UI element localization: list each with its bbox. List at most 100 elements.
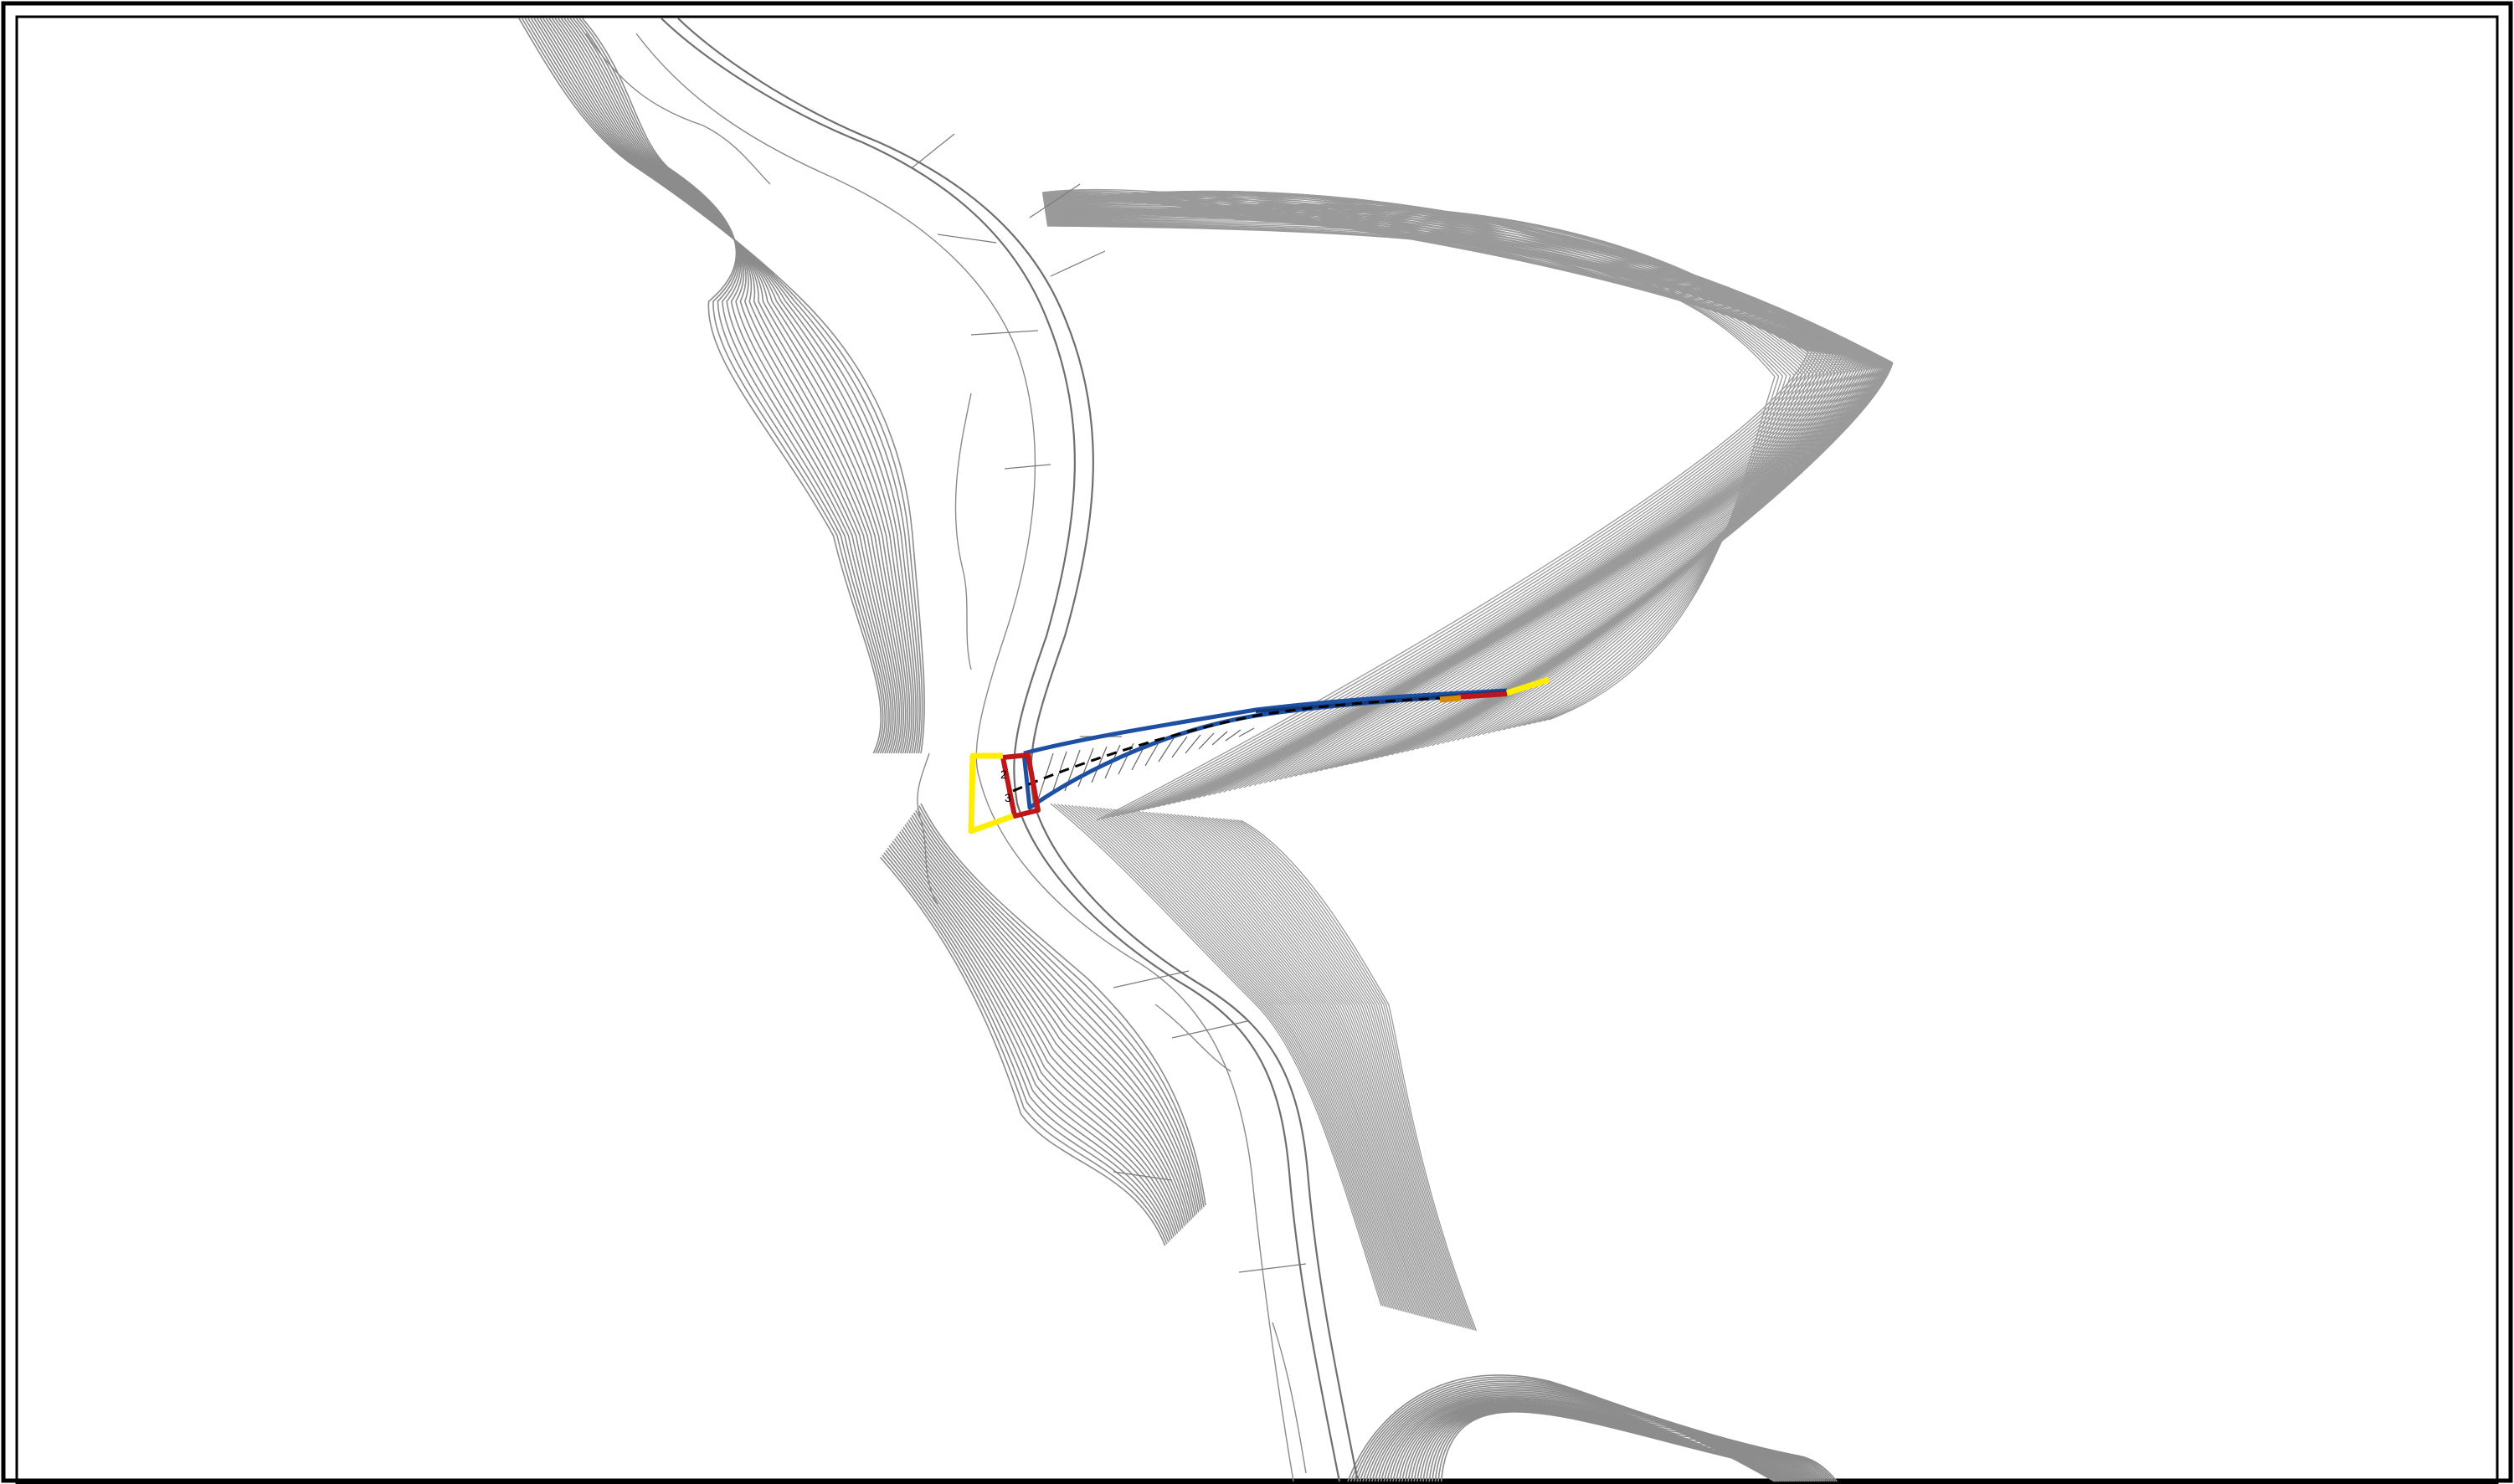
contour-line xyxy=(1064,804,1390,1308)
contour-line xyxy=(1194,815,1454,1326)
contour-line xyxy=(548,18,905,754)
contour-line xyxy=(1061,804,1387,1307)
contour-line xyxy=(560,18,897,754)
contour-line xyxy=(907,819,1195,1218)
contour-line xyxy=(882,855,1168,1245)
contour-line xyxy=(899,831,1185,1227)
contour-line xyxy=(1176,814,1446,1323)
contour-line xyxy=(1085,806,1400,1311)
contour-line xyxy=(1046,223,1792,725)
contour-line xyxy=(1110,808,1412,1314)
contour-line xyxy=(1240,819,1478,1332)
map-label-3: 3 xyxy=(1005,791,1011,804)
contour-line xyxy=(1050,803,1382,1307)
hatch-line xyxy=(1051,751,1067,796)
contour-line xyxy=(1368,1388,1790,1482)
contour-line xyxy=(1152,812,1433,1320)
contour-line xyxy=(1226,818,1470,1330)
contour-line xyxy=(883,852,1170,1243)
yellow-boundary-west xyxy=(968,752,1015,834)
contour-line xyxy=(1201,816,1458,1327)
contour-line xyxy=(539,18,911,754)
contour-line xyxy=(920,803,1206,1206)
contour-line xyxy=(575,18,886,754)
red-boundary-box xyxy=(1000,752,1041,819)
contour-line xyxy=(1071,804,1393,1309)
southeast-hill-contours xyxy=(1347,1374,1838,1482)
contour-line xyxy=(545,18,907,754)
contour-line xyxy=(1046,224,1780,721)
contour-line xyxy=(1219,818,1467,1328)
contour-line xyxy=(1088,806,1401,1312)
contour-line xyxy=(1103,808,1409,1313)
contour-line xyxy=(1046,205,1839,740)
contour-line xyxy=(1155,812,1435,1320)
floodplain-detail xyxy=(585,33,1307,1474)
contour-line xyxy=(1082,805,1398,1311)
contour-line xyxy=(1046,224,1784,723)
hatch-line xyxy=(1144,739,1161,767)
contour-line xyxy=(897,833,1184,1229)
contour-line xyxy=(1075,805,1395,1310)
contour-line xyxy=(1380,1394,1797,1482)
east-slope-contours xyxy=(1041,189,1894,821)
contour-line xyxy=(578,18,884,754)
hatch-line xyxy=(1225,729,1242,742)
contour-line xyxy=(1198,815,1456,1326)
yellow-boundary-east xyxy=(1505,676,1550,696)
contour-line xyxy=(913,812,1200,1213)
project-overlay: 2 3 xyxy=(968,676,1550,834)
contour-line xyxy=(1046,223,1796,727)
west-valley-contours xyxy=(518,18,925,754)
contour-line xyxy=(1092,806,1403,1312)
contour-line xyxy=(895,835,1182,1230)
contour-line xyxy=(1046,208,1833,737)
contour-line xyxy=(1046,206,1836,739)
contour-line xyxy=(1184,814,1449,1324)
contour-line xyxy=(1056,804,1386,1307)
hatch-line xyxy=(1171,736,1188,758)
contour-line xyxy=(1208,817,1462,1327)
contour-line xyxy=(1211,817,1463,1327)
contour-line xyxy=(1145,811,1430,1319)
contour-line xyxy=(530,18,917,754)
contour-line xyxy=(1046,214,1818,733)
contour-line xyxy=(1046,204,1843,741)
contour-line xyxy=(1046,225,1776,721)
red-alignment-segment xyxy=(1456,691,1508,700)
contour-line xyxy=(551,18,902,754)
contour-line xyxy=(533,18,915,754)
contour-line xyxy=(558,18,898,754)
contour-line xyxy=(880,856,1166,1246)
contour-line xyxy=(1149,811,1432,1319)
contour-line xyxy=(524,18,921,754)
contour-line xyxy=(1190,815,1452,1325)
contour-line xyxy=(1123,809,1419,1316)
contour-line xyxy=(1131,809,1422,1317)
contour-line xyxy=(1236,819,1475,1331)
orange-alignment-segment xyxy=(1439,695,1462,703)
contour-line xyxy=(521,18,923,754)
contour-line xyxy=(554,18,901,754)
contour-line xyxy=(1096,807,1405,1312)
contour-line xyxy=(1377,1393,1796,1482)
contour-line xyxy=(1046,219,1807,730)
contour-line xyxy=(1222,818,1468,1329)
hatch-line xyxy=(1158,737,1175,763)
contour-line xyxy=(1440,1411,1838,1482)
contour-line xyxy=(527,18,919,754)
contour-line xyxy=(1141,811,1428,1318)
hatch-line xyxy=(1091,746,1108,783)
contour-line xyxy=(1170,814,1442,1322)
contour-line xyxy=(893,838,1180,1232)
contour-line xyxy=(1166,813,1440,1322)
contour-line xyxy=(917,808,1203,1209)
contour-line xyxy=(563,18,894,754)
contour-line xyxy=(1353,1379,1780,1482)
contour-line xyxy=(581,18,882,754)
contour-line xyxy=(1045,212,1885,762)
contour-line xyxy=(904,824,1190,1222)
